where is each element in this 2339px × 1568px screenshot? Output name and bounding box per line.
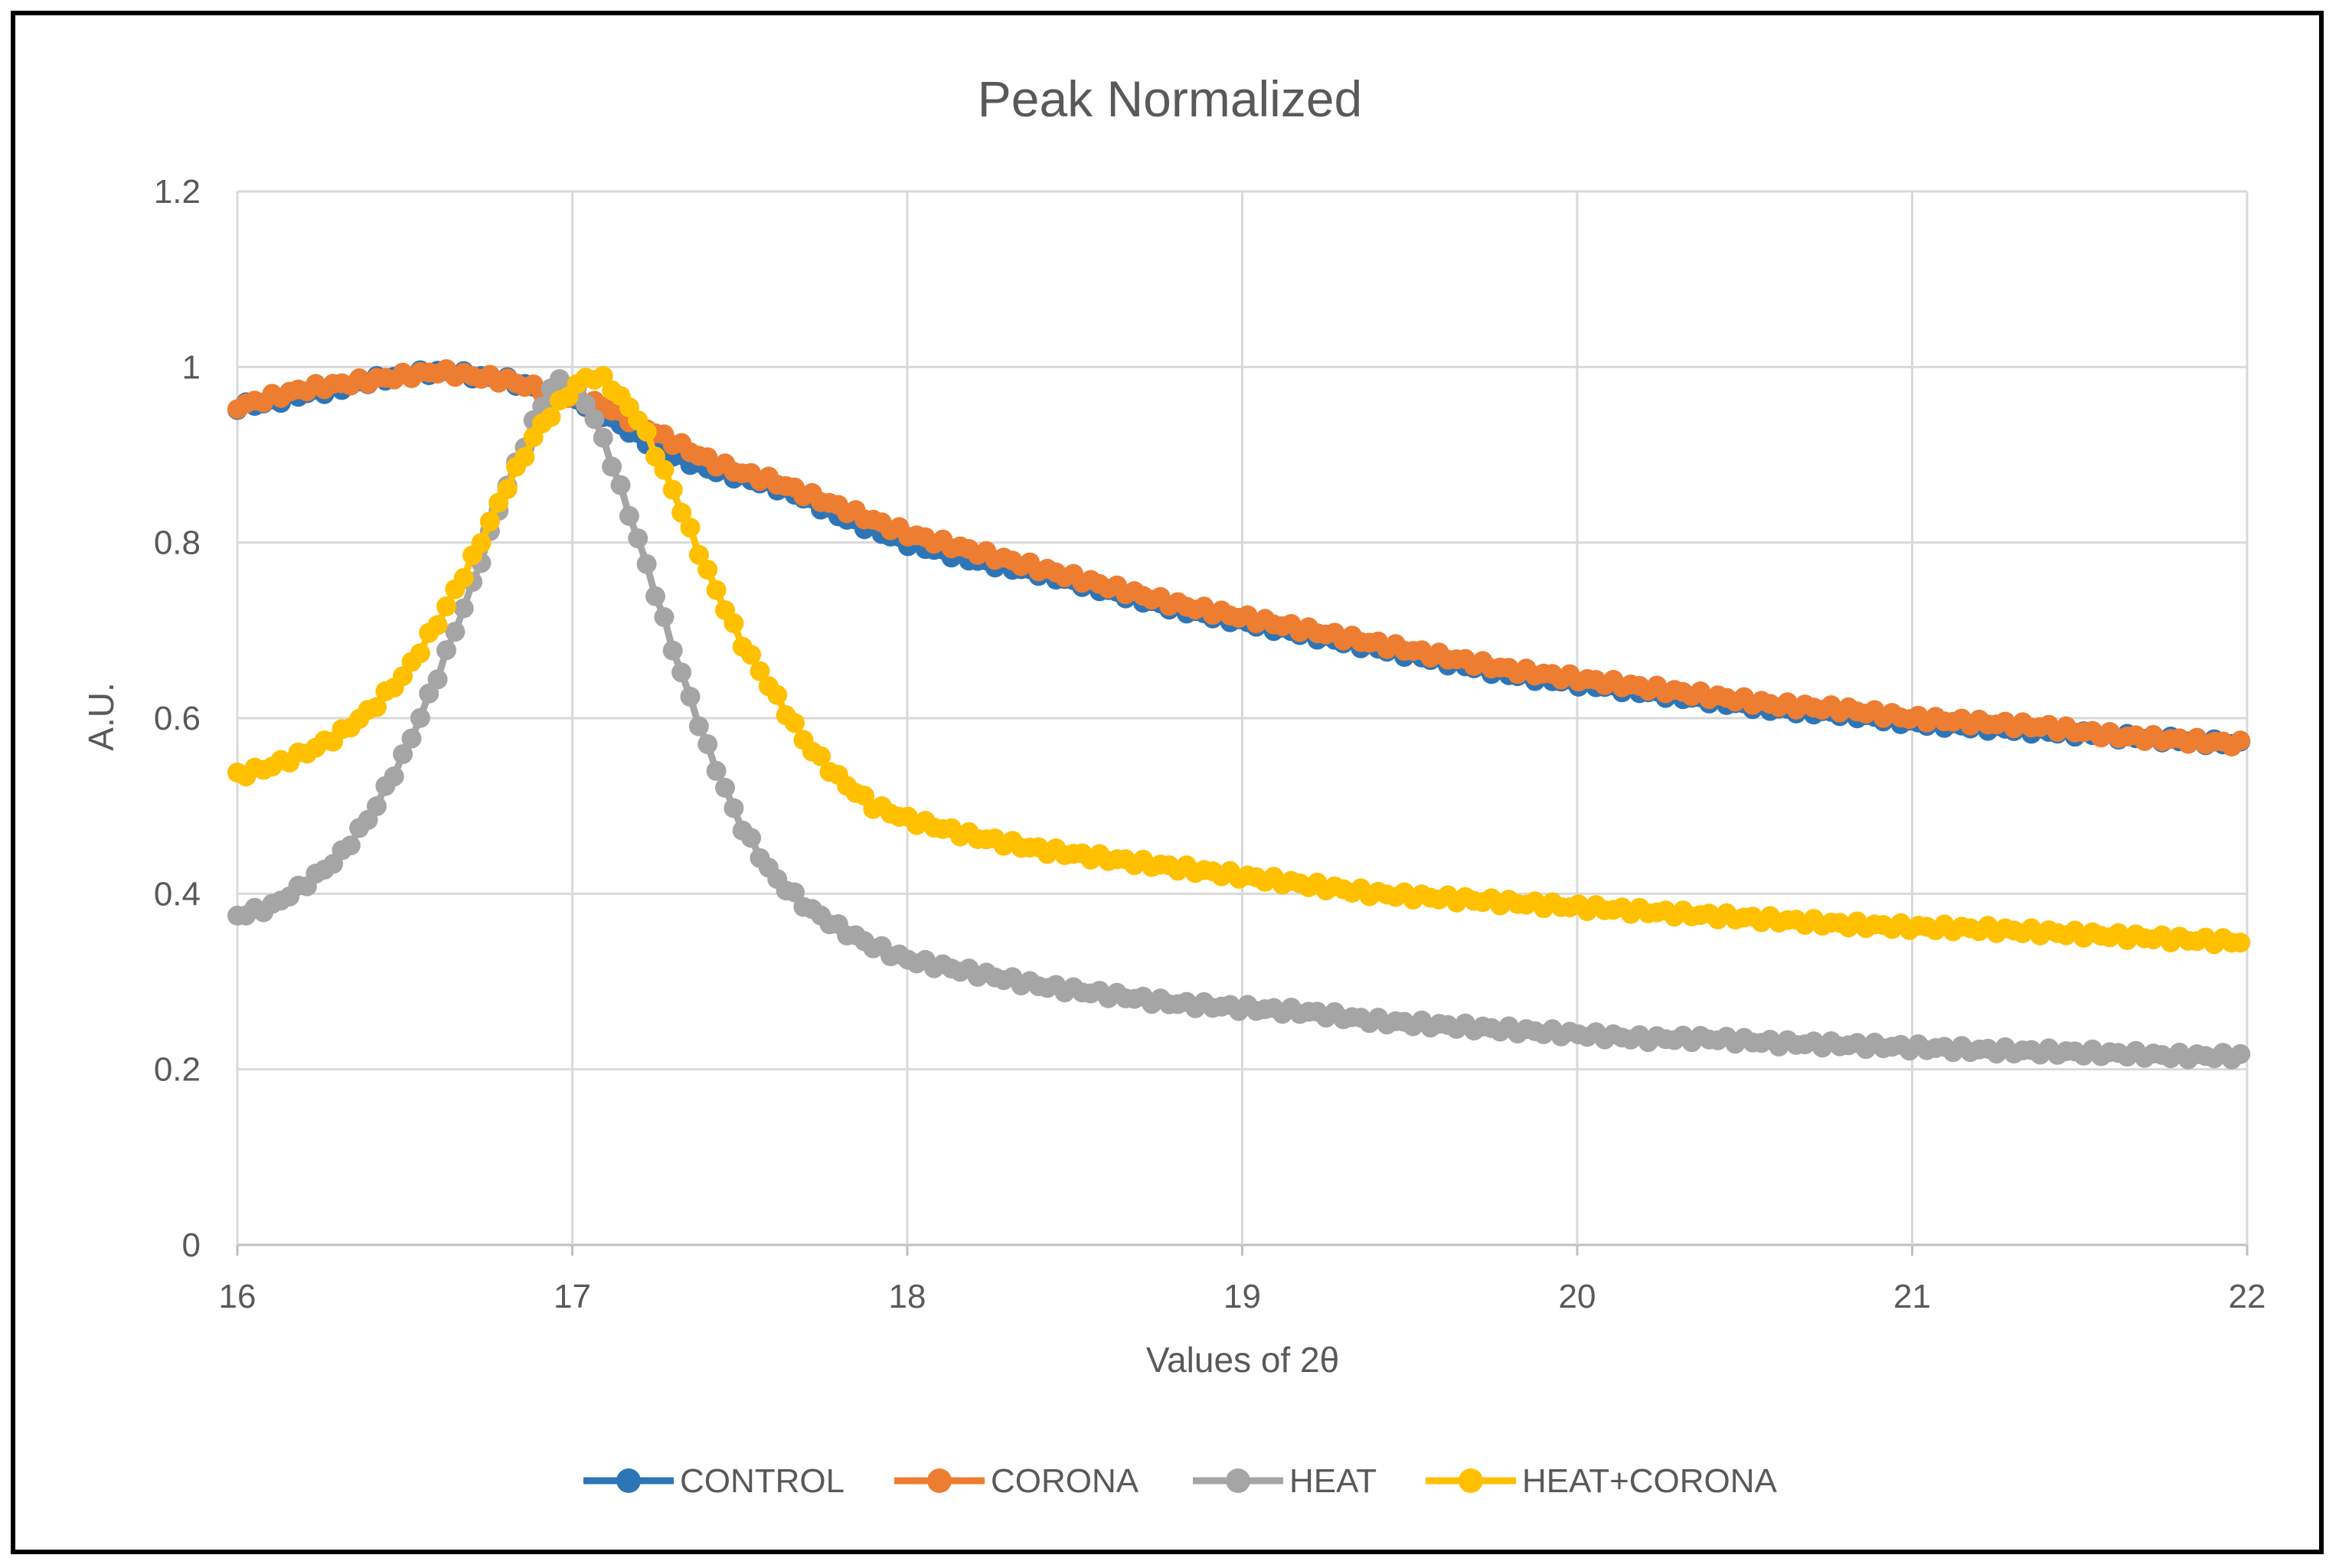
data-point [393, 666, 413, 687]
data-point [636, 421, 657, 442]
data-point [445, 622, 466, 642]
data-point [541, 407, 561, 427]
legend-entry-heat-corona: HEAT+CORONA [1426, 1462, 1778, 1500]
x-tick-label: 17 [554, 1278, 591, 1315]
legend-marker [1459, 1468, 1483, 1493]
data-point [811, 746, 831, 766]
legend-entry-control: CONTROL [583, 1462, 844, 1500]
y-tick-label: 0.4 [154, 875, 201, 913]
data-point [636, 554, 657, 574]
y-axis-ticks: 0 0.2 0.4 0.6 0.8 1 1.2 [154, 173, 201, 1264]
data-point [419, 683, 439, 704]
data-point [427, 669, 448, 690]
data-point [785, 713, 805, 733]
chart-title: Peak Normalized [978, 70, 1363, 127]
data-point [593, 427, 613, 448]
data-point [410, 707, 430, 728]
data-point [628, 528, 648, 549]
data-point [384, 766, 404, 787]
data-point [671, 502, 692, 523]
data-point [741, 645, 762, 665]
data-point [427, 615, 448, 635]
data-point [697, 560, 718, 580]
data-point [479, 511, 500, 532]
data-point [2230, 933, 2251, 953]
y-tick-label: 0 [182, 1227, 201, 1264]
series-layer [227, 359, 2251, 1070]
data-point [688, 716, 709, 737]
data-point [662, 479, 683, 500]
data-point [401, 728, 422, 749]
data-point [393, 744, 413, 764]
legend-marker [1226, 1468, 1250, 1493]
data-point [662, 640, 683, 661]
data-point [584, 409, 605, 430]
data-point [706, 760, 727, 781]
x-tick-label: 16 [219, 1278, 256, 1315]
legend-label: HEAT+CORONA [1522, 1462, 1778, 1500]
data-point [715, 777, 735, 798]
data-point [340, 835, 361, 856]
legend-label: CORONA [991, 1462, 1139, 1500]
data-point [785, 882, 805, 903]
legend-marker [927, 1468, 952, 1493]
y-axis-title: A.U. [81, 682, 121, 750]
x-tick-label: 20 [1559, 1278, 1596, 1315]
data-point [619, 505, 639, 526]
series-heat-corona [227, 366, 2251, 955]
legend-entry-heat: HEAT [1193, 1462, 1377, 1500]
data-point [576, 394, 596, 414]
data-point [724, 798, 744, 818]
y-tick-label: 0.2 [154, 1051, 201, 1089]
data-point [436, 596, 456, 616]
x-tick-label: 22 [2229, 1278, 2266, 1315]
x-axis-ticks: 16 17 18 19 20 21 22 [219, 1278, 2266, 1315]
data-point [645, 586, 665, 606]
data-point [2230, 1044, 2251, 1064]
legend: CONTROL CORONA HEAT HEAT+CORONA [583, 1462, 1778, 1500]
data-point [767, 684, 788, 705]
legend-label: CONTROL [680, 1462, 844, 1500]
data-point [453, 598, 474, 619]
legend-label: HEAT [1289, 1462, 1377, 1500]
data-point [654, 459, 675, 480]
data-point [367, 697, 387, 717]
data-point [410, 643, 430, 664]
x-axis-title: Values of 2θ [1146, 1340, 1339, 1380]
data-point [750, 661, 770, 681]
data-point [602, 456, 622, 477]
data-point [741, 828, 762, 848]
y-tick-label: 0.6 [154, 700, 201, 737]
legend-marker [616, 1468, 641, 1493]
data-point [610, 475, 631, 495]
data-point [680, 518, 701, 538]
data-point [697, 734, 718, 754]
data-point [497, 479, 518, 499]
x-tick-label: 19 [1223, 1278, 1261, 1315]
data-point [593, 366, 613, 387]
data-point [688, 544, 709, 565]
data-point [706, 580, 727, 600]
data-point [654, 607, 675, 627]
y-tick-label: 0.8 [154, 524, 201, 562]
x-tick-label: 18 [889, 1278, 926, 1315]
data-point [453, 567, 474, 588]
data-point [471, 533, 492, 554]
data-point [671, 662, 692, 683]
data-point [724, 613, 744, 633]
data-point [2230, 730, 2251, 751]
y-tick-label: 1 [182, 348, 201, 386]
data-point [680, 687, 701, 707]
y-tick-label: 1.2 [154, 173, 201, 211]
data-point [436, 640, 456, 661]
legend-entry-corona: CORONA [894, 1462, 1139, 1500]
x-tick-label: 21 [1893, 1278, 1931, 1315]
data-point [367, 796, 387, 816]
series-line [236, 372, 2241, 948]
data-point [515, 446, 535, 467]
